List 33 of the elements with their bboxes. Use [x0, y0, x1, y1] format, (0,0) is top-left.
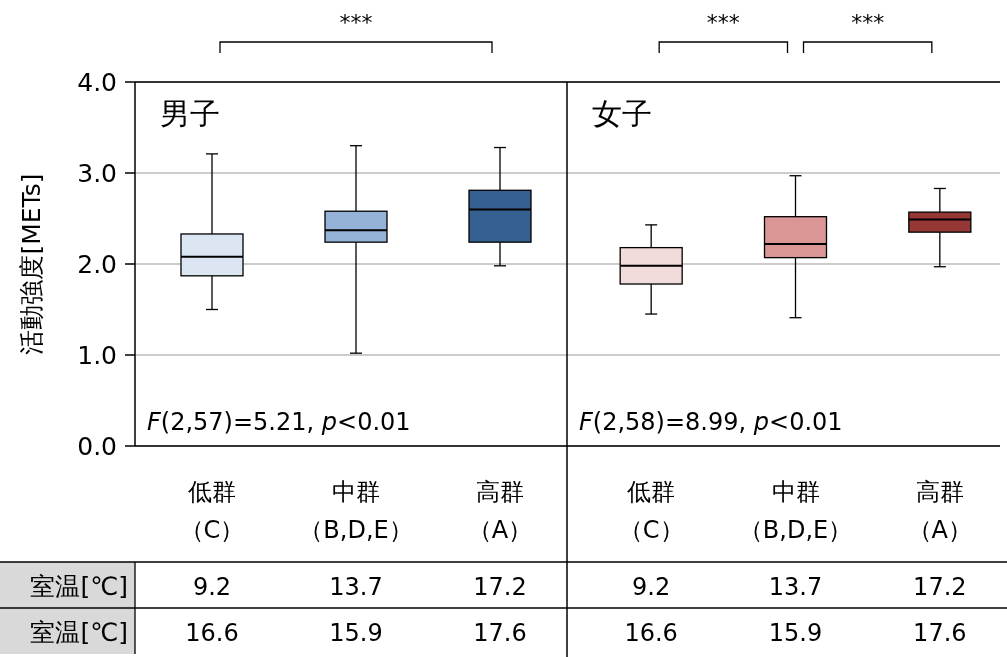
text: 17.6 [473, 619, 527, 647]
text: 9.2 [192, 573, 232, 601]
y-tick-label: 3.0 [77, 159, 117, 188]
x-tick-label: 低群（C） [179, 478, 245, 544]
text: 16.6 [624, 619, 678, 647]
text: *** [339, 10, 373, 35]
y-tick-label: 1.0 [77, 341, 117, 370]
text: 13.7 [768, 573, 823, 601]
text: 15.9 [329, 619, 383, 647]
text: *** [706, 10, 740, 35]
x-tick-label: 中群（B,D,E） [299, 478, 413, 544]
text: 15.9 [768, 619, 823, 647]
annotation: F(2,58)=8.99, p<0.01 [579, 408, 843, 436]
x-tick-label: 高群（A） [467, 478, 533, 544]
text: 男子 [160, 96, 220, 131]
text: 17.6 [913, 619, 967, 647]
y-axis-title: 活動強度[METs] [17, 173, 46, 355]
y-tick-label: 4.0 [77, 68, 117, 97]
y-tick-label: 2.0 [77, 250, 117, 279]
text: 女子 [592, 96, 652, 131]
text: 17.2 [473, 573, 527, 601]
text: 17.2 [913, 573, 967, 601]
text: 13.7 [329, 573, 383, 601]
x-tick-label: 中群（B,D,E） [738, 478, 853, 544]
text: 16.6 [185, 619, 239, 647]
y-tick-label: 0.0 [77, 432, 117, 461]
text: 9.2 [632, 573, 671, 601]
text: *** [851, 10, 885, 35]
annotation: F(2,57)=5.21, p<0.01 [147, 408, 411, 436]
x-tick-label: 高群（A） [907, 478, 973, 544]
x-tick-label: 低群（C） [618, 478, 684, 544]
text: 室温[℃] [30, 572, 128, 601]
text: 室温[℃] [30, 618, 128, 647]
